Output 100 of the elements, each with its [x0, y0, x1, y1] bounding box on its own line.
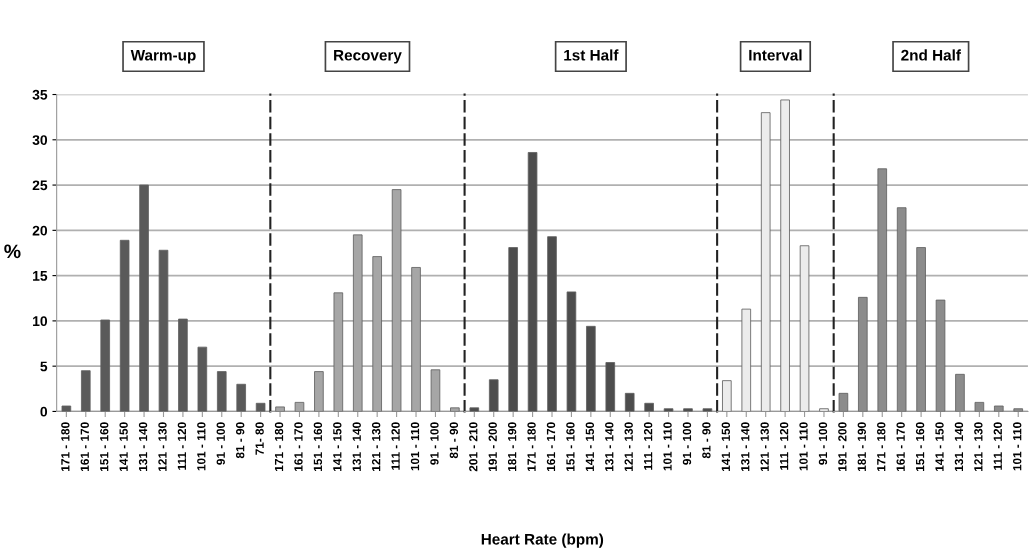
bar: [178, 318, 188, 412]
bar: [547, 236, 557, 412]
chart-title: Warm-up: [130, 49, 196, 64]
bar: [488, 379, 499, 412]
bar: [430, 369, 441, 412]
x-tick-label: 131 - 140: [741, 422, 750, 471]
x-tick-label: 171 - 180: [61, 422, 70, 471]
x-tick-label: 131 - 140: [138, 422, 148, 471]
x-tick-label: 111 - 120: [177, 422, 187, 470]
bar: [974, 401, 985, 412]
y-tick-label: 35: [32, 89, 48, 100]
bar: [896, 207, 907, 412]
bar: [139, 184, 149, 412]
x-tick-label: 181 - 190: [857, 422, 866, 471]
bar: [236, 383, 246, 412]
x-tick-label: 201 - 210: [469, 422, 478, 472]
bar: [508, 247, 518, 412]
bar: [644, 402, 654, 412]
y-tick-label: 25: [32, 180, 48, 191]
x-tick-label: 121 - 130: [371, 422, 381, 471]
x-tick-label: 81 - 90: [236, 422, 245, 459]
bar: [624, 392, 635, 412]
bar: [994, 405, 1004, 412]
x-tick-label: 171 - 180: [877, 422, 886, 471]
bar: [722, 380, 732, 412]
x-tick-label: 191 - 200: [488, 422, 497, 471]
bar: [1013, 408, 1024, 412]
y-tick-label: 10: [33, 316, 48, 327]
bar: [683, 408, 693, 412]
bar: [197, 346, 208, 412]
x-tick-label: 111 - 120: [993, 422, 1002, 470]
x-tick-label: 111 - 120: [643, 422, 653, 470]
x-tick-label: 101 - 110: [197, 422, 206, 471]
y-axis-title: %: [4, 244, 21, 259]
bar: [100, 319, 111, 412]
chart-title: 2nd Half: [901, 49, 961, 61]
x-tick-label: 151 - 160: [100, 422, 109, 471]
x-tick-label: 111 - 120: [779, 422, 789, 470]
bar: [61, 405, 72, 412]
x-tick-label: 161 - 170: [896, 422, 905, 471]
x-tick-label: 151 - 160: [313, 422, 323, 471]
y-tick-label: 5: [40, 361, 48, 372]
bar: [119, 239, 130, 412]
chart-title: Interval: [749, 49, 802, 61]
bar: [916, 247, 926, 412]
x-tick-label: 151 - 160: [566, 422, 575, 471]
bar: [663, 408, 674, 412]
bar: [702, 408, 713, 412]
bar: [838, 392, 849, 412]
x-tick-label: 101 - 110: [663, 422, 672, 471]
bar: [314, 371, 324, 412]
x-tick-label: 141 - 150: [721, 422, 731, 471]
x-tick-label: 91 - 100: [216, 422, 225, 465]
bar: [741, 308, 752, 412]
x-tick-label: 131 - 140: [352, 422, 361, 471]
x-tick-label: 161 - 170: [80, 422, 89, 471]
bar: [255, 402, 266, 412]
x-tick-label: 161 - 170: [546, 422, 556, 471]
bar: [469, 407, 480, 412]
y-tick-label: 0: [40, 406, 48, 417]
bar: [81, 370, 91, 412]
bar: [799, 245, 810, 412]
bar: [780, 99, 790, 412]
x-tick-label: 91 - 100: [818, 422, 828, 465]
bar: [216, 371, 227, 412]
bar: [566, 291, 577, 412]
y-tick-label: 30: [32, 135, 48, 145]
x-tick-label: 141 - 150: [119, 422, 128, 471]
x-tick-label: 71- 80: [255, 422, 264, 455]
x-tick-label: 121 - 130: [974, 422, 983, 471]
x-tick-label: 141 - 150: [585, 422, 595, 471]
x-tick-label: 121 - 130: [158, 422, 167, 471]
bar: [877, 168, 888, 412]
x-tick-label: 171 - 180: [527, 422, 536, 471]
bar: [858, 296, 868, 412]
x-tick-label: 81 - 90: [702, 422, 711, 459]
bar: [935, 299, 946, 412]
x-tick-label: 91 - 100: [430, 422, 439, 465]
bar: [158, 249, 169, 412]
bar: [294, 401, 305, 412]
bar: [275, 406, 285, 412]
bar: [586, 325, 596, 412]
y-tick-label: 20: [32, 225, 48, 236]
bar: [819, 408, 829, 412]
x-tick-label: 161 - 170: [294, 422, 303, 471]
x-tick-label: 151 - 160: [915, 422, 925, 471]
x-tick-label: 91 - 100: [682, 422, 692, 465]
x-tick-label: 171 - 180: [274, 422, 284, 471]
chart-title: 1st Half: [564, 49, 619, 61]
x-tick-label: 141 - 150: [935, 422, 944, 471]
x-tick-label: 191 - 200: [838, 422, 847, 471]
x-tick-label: 81 - 90: [449, 422, 459, 459]
bar: [450, 407, 460, 412]
x-tick-label: 131 - 140: [605, 422, 614, 471]
x-tick-label: 181 - 190: [507, 422, 517, 471]
bar: [605, 362, 616, 412]
x-axis-title: Heart Rate (bpm): [481, 533, 604, 548]
bar: [760, 112, 771, 412]
x-tick-label: 101 - 110: [410, 422, 420, 471]
x-tick-label: 141 - 150: [333, 422, 342, 471]
